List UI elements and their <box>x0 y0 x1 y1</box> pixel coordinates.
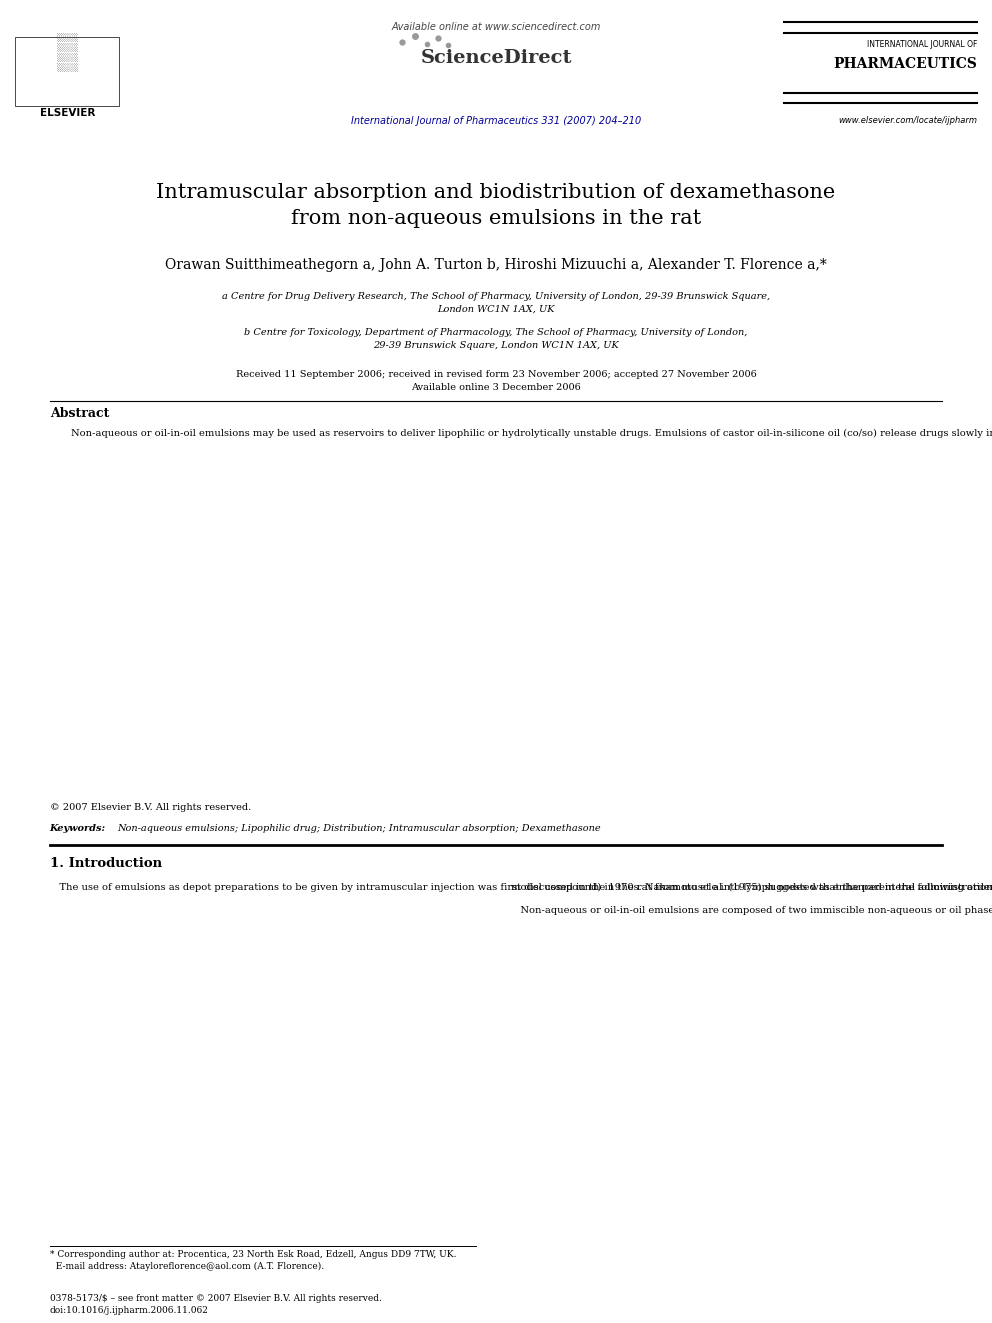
Text: ScienceDirect: ScienceDirect <box>421 49 571 67</box>
Text: © 2007 Elsevier B.V. All rights reserved.: © 2007 Elsevier B.V. All rights reserved… <box>50 803 251 812</box>
Text: b Centre for Toxicology, Department of Pharmacology, The School of Pharmacy, Uni: b Centre for Toxicology, Department of P… <box>244 328 748 349</box>
Bar <box>15 37 119 106</box>
Text: Non-aqueous emulsions; Lipophilic drug; Distribution; Intramuscular absorption; : Non-aqueous emulsions; Lipophilic drug; … <box>117 824 601 833</box>
Text: INTERNATIONAL JOURNAL OF: INTERNATIONAL JOURNAL OF <box>867 40 977 49</box>
Text: International Journal of Pharmaceutics 331 (2007) 204–210: International Journal of Pharmaceutics 3… <box>351 116 641 127</box>
Text: Abstract: Abstract <box>50 407 109 421</box>
Text: Available online at www.sciencedirect.com: Available online at www.sciencedirect.co… <box>391 22 601 33</box>
Text: The use of emulsions as depot preparations to be given by intramuscular injectio: The use of emulsions as depot preparatio… <box>50 882 992 892</box>
Text: Non-aqueous or oil-in-oil emulsions may be used as reservoirs to deliver lipophi: Non-aqueous or oil-in-oil emulsions may … <box>71 429 992 438</box>
Text: 1. Introduction: 1. Introduction <box>50 857 162 871</box>
Text: Orawan Suitthimeathegorn a, John A. Turton b, Hiroshi Mizuuchi a, Alexander T. F: Orawan Suitthimeathegorn a, John A. Turt… <box>165 258 827 273</box>
Text: 0378-5173/$ – see front matter © 2007 Elsevier B.V. All rights reserved.
doi:10.: 0378-5173/$ – see front matter © 2007 El… <box>50 1294 382 1315</box>
Text: PHARMACEUTICS: PHARMACEUTICS <box>833 57 977 71</box>
Text: ░░░░░
░░░░░
░░░░░
░░░░░: ░░░░░ ░░░░░ ░░░░░ ░░░░░ <box>57 33 78 71</box>
Text: www.elsevier.com/locate/ijpharm: www.elsevier.com/locate/ijpharm <box>838 116 977 126</box>
Text: Keywords:: Keywords: <box>50 824 106 833</box>
Text: ELSEVIER: ELSEVIER <box>40 108 95 119</box>
Text: Intramuscular absorption and biodistribution of dexamethasone
from non-aqueous e: Intramuscular absorption and biodistribu… <box>157 183 835 228</box>
Text: Received 11 September 2006; received in revised form 23 November 2006; accepted : Received 11 September 2006; received in … <box>236 370 756 392</box>
Text: * Corresponding author at: Procentica, 23 North Esk Road, Edzell, Angus DD9 7TW,: * Corresponding author at: Procentica, 2… <box>50 1250 456 1271</box>
Text: a Centre for Drug Delivery Research, The School of Pharmacy, University of Londo: a Centre for Drug Delivery Research, The… <box>222 292 770 314</box>
Text: model compound) in the rat from muscle into lymph nodes was enhanced in the foll: model compound) in the rat from muscle i… <box>511 882 992 916</box>
